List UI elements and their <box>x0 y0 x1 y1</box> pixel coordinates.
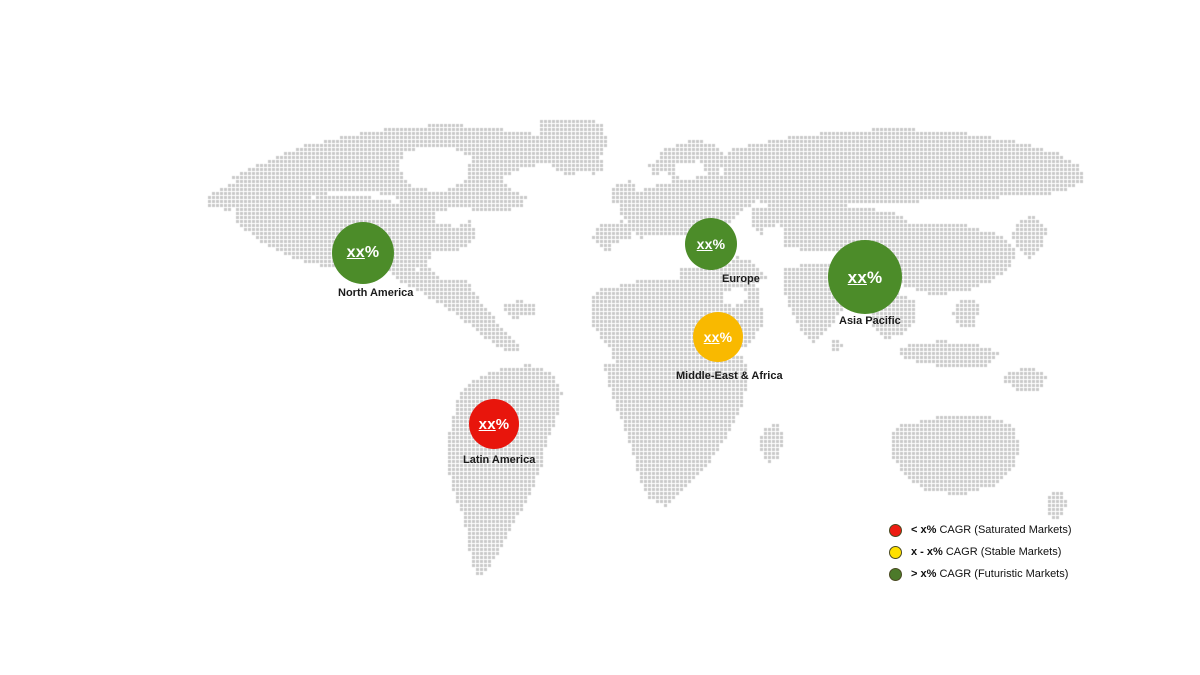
legend-dot-saturated <box>889 523 902 537</box>
legend-item-saturated[interactable]: < x% CAGR (Saturated Markets) <box>889 519 1089 541</box>
region-value-north-america: xx% <box>346 244 380 261</box>
region-value-asia-pacific: xx% <box>847 267 883 287</box>
region-label-asia-pacific: Asia Pacific <box>839 315 901 327</box>
legend-item-futuristic[interactable]: > x% CAGR (Futuristic Markets) <box>889 563 1089 585</box>
region-bubble-middle-east-africa[interactable]: xx% <box>693 312 743 362</box>
legend: < x% CAGR (Saturated Markets) x - x% CAGR… <box>889 519 1089 585</box>
legend-label-futuristic: > x% CAGR (Futuristic Markets) <box>911 568 1069 580</box>
region-label-north-america: North America <box>338 287 414 299</box>
region-bubble-asia-pacific[interactable]: xx% <box>828 240 902 314</box>
legend-label-saturated: < x% CAGR (Saturated Markets) <box>911 524 1072 536</box>
region-value-latin-america: xx% <box>478 415 510 433</box>
region-value-middle-east-africa: xx% <box>703 329 733 345</box>
legend-dot-futuristic <box>889 567 902 581</box>
region-bubble-latin-america[interactable]: xx% <box>469 399 519 449</box>
legend-dot-stable <box>889 545 902 559</box>
region-label-europe: Europe <box>722 273 760 285</box>
legend-label-stable: x - x% CAGR (Stable Markets) <box>911 546 1062 558</box>
region-value-europe: xx% <box>696 236 726 252</box>
legend-item-stable[interactable]: x - x% CAGR (Stable Markets) <box>889 541 1089 563</box>
region-bubble-north-america[interactable]: xx% <box>332 222 394 284</box>
region-label-latin-america: Latin America <box>463 454 536 466</box>
region-bubble-europe[interactable]: xx% <box>685 218 737 270</box>
region-label-middle-east-africa: Middle-East & Africa <box>676 370 783 382</box>
